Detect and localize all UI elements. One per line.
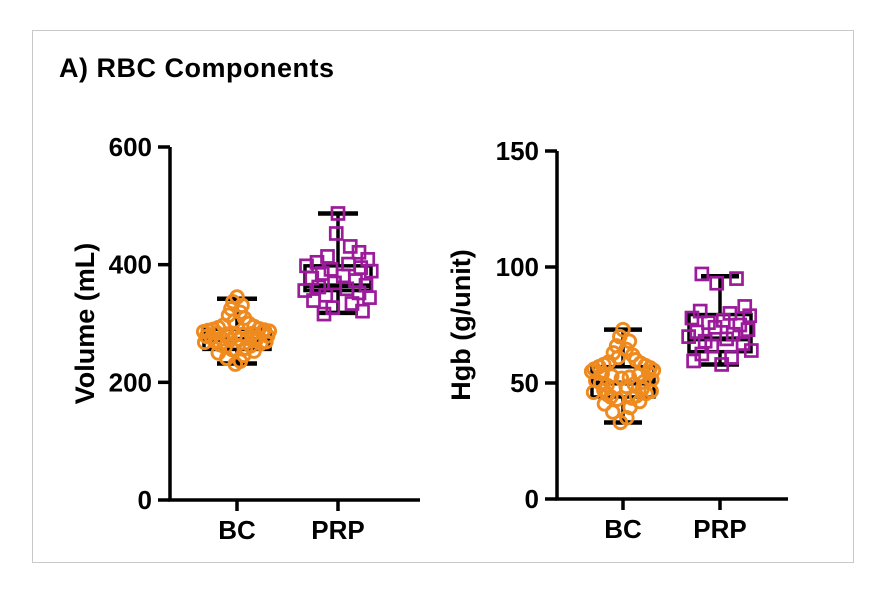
y-axis-title: Volume (mL)	[70, 243, 100, 405]
x-category-label: PRP	[311, 515, 364, 545]
data-point-circle	[605, 404, 621, 420]
data-point-circle	[612, 414, 629, 431]
y-axis-title: Hgb (g/unit)	[446, 249, 476, 400]
data-point-circle	[621, 333, 638, 349]
y-tick-label: 150	[496, 136, 539, 166]
plot-hgb-g-unit-: 0 50 100 150 Hgb (g/unit) BC PRP	[446, 136, 788, 544]
y-tick-label: 0	[138, 485, 152, 515]
data-point-square	[316, 306, 332, 322]
data-point-square	[689, 324, 705, 340]
data-point-square	[709, 275, 725, 291]
data-point-square	[740, 322, 756, 337]
data-point-square	[681, 329, 697, 344]
data-point-square	[362, 290, 377, 305]
data-point-circle	[239, 330, 255, 346]
data-point-square	[707, 319, 723, 335]
data-point-square	[694, 266, 710, 282]
data-point-square	[719, 331, 734, 347]
data-point-square	[742, 308, 758, 324]
data-point-circle	[596, 396, 613, 412]
data-point-square	[684, 310, 700, 326]
data-point-circle	[609, 391, 625, 407]
data-point-square	[341, 256, 356, 272]
y-tick-label: 0	[525, 484, 539, 514]
data-point-square	[743, 343, 759, 358]
data-point-square	[355, 303, 370, 319]
scatter-bc	[583, 321, 662, 431]
data-point-square	[328, 226, 344, 241]
y-tick-label: 600	[109, 132, 152, 162]
data-point-square	[344, 296, 360, 311]
y-tick-label: 400	[109, 250, 152, 280]
data-point-square	[714, 357, 730, 372]
y-tick-label: 100	[496, 252, 539, 282]
data-point-circle	[585, 384, 602, 401]
data-point-square	[686, 353, 701, 369]
data-point-circle	[225, 293, 241, 310]
data-point-square	[704, 338, 720, 354]
data-point-square	[297, 283, 313, 298]
x-category-label: BC	[604, 514, 642, 544]
scatter-prp	[681, 266, 759, 372]
data-point-circle	[624, 390, 640, 406]
data-point-square	[363, 263, 379, 279]
data-point-circle	[227, 356, 244, 372]
data-point-square	[729, 271, 744, 286]
data-point-square	[306, 293, 321, 308]
scatter-prp	[297, 206, 379, 322]
data-point-circle	[196, 334, 213, 351]
x-category-label: BC	[218, 515, 256, 545]
y-tick-label: 50	[510, 368, 539, 398]
data-point-square	[330, 206, 346, 221]
plot-volume-ml-: 0 200 400 600 Volume (mL) BC PRP	[70, 132, 420, 545]
y-tick-label: 200	[109, 367, 152, 397]
x-category-label: PRP	[693, 514, 746, 544]
scatter-bc	[195, 289, 278, 372]
figure-title: A) RBC Components	[59, 53, 335, 83]
